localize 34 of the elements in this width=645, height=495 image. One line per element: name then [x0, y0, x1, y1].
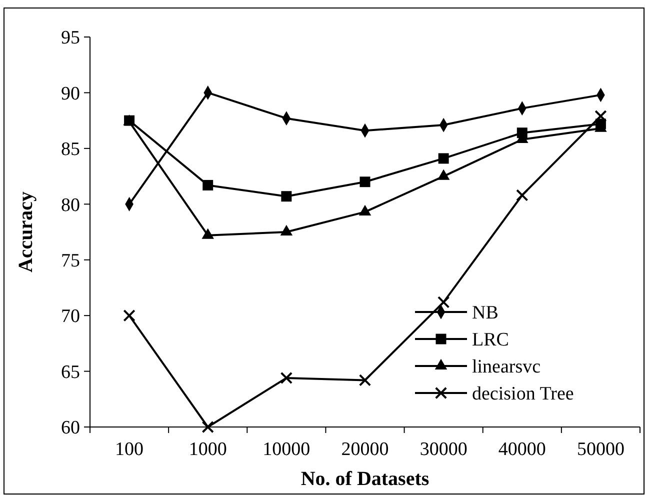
y-axis-title: Accuracy — [15, 191, 37, 273]
x-tick-label: 20000 — [341, 439, 389, 460]
y-tick-label: 65 — [61, 362, 80, 383]
x-axis-title: No. of Datasets — [300, 468, 430, 490]
x-tick-label: 40000 — [498, 439, 546, 460]
point — [281, 191, 292, 202]
point — [595, 118, 606, 130]
point — [202, 180, 214, 190]
point — [516, 189, 528, 202]
point — [202, 420, 214, 434]
x-tick-label: 50000 — [576, 439, 624, 460]
x-tick-label: 30000 — [420, 439, 468, 460]
legend-label: NB — [472, 302, 498, 324]
y-tick-label: 60 — [61, 418, 80, 439]
y-tick-label: 80 — [61, 194, 80, 216]
y-tick-label: 75 — [61, 250, 80, 272]
point — [437, 296, 450, 308]
x-tick-label: 10000 — [262, 439, 310, 460]
point — [123, 309, 136, 322]
y-tick-label: 90 — [61, 83, 80, 104]
y-tick-label: 85 — [61, 139, 80, 160]
legend-label: linearsvc — [472, 356, 541, 378]
y-tick-label: 70 — [61, 306, 80, 328]
point — [280, 372, 293, 384]
x-tick-label: 100 — [115, 439, 144, 460]
point — [594, 110, 607, 122]
point — [358, 374, 372, 386]
x-tick-label: 1000 — [188, 439, 227, 460]
legend-label: LRC — [472, 330, 509, 351]
point — [360, 176, 370, 188]
y-tick-label: 95 — [61, 28, 80, 49]
legend-label: decision Tree — [472, 384, 574, 405]
point — [438, 153, 449, 164]
point — [516, 128, 528, 138]
